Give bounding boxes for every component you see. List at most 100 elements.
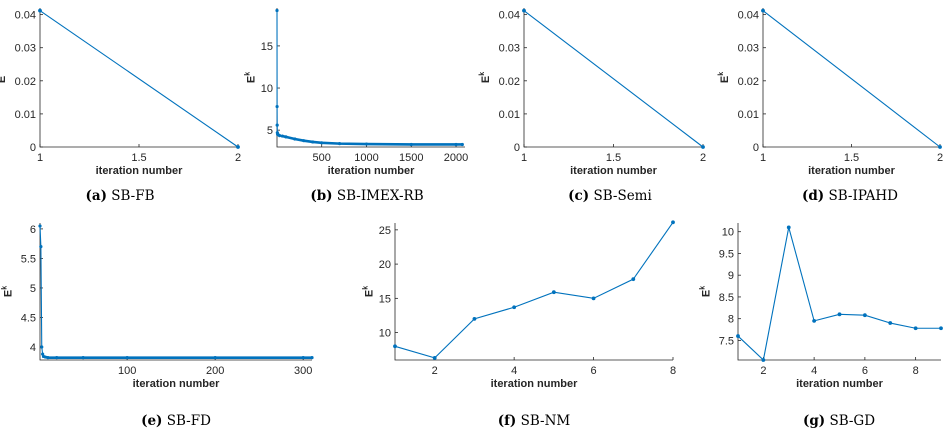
y-tick-label: 4.5 — [21, 312, 36, 324]
y-tick-label: 5.5 — [21, 253, 36, 265]
y-tick-label: 0 — [514, 142, 520, 154]
panel-caption-name: SB-IMEX-RB — [337, 188, 424, 204]
y-tick-label: 7.5 — [719, 335, 734, 347]
y-tick-label: 0.04 — [499, 10, 520, 22]
data-point — [812, 318, 817, 323]
data-point — [631, 277, 636, 282]
y-axis-label-superscript: k — [699, 286, 706, 290]
series-line — [737, 227, 941, 362]
series-line — [762, 10, 941, 148]
y-tick-label: 0 — [753, 142, 759, 154]
x-tick-label: 2 — [235, 152, 241, 164]
axis-lines — [276, 8, 465, 148]
x-tick-label: 4 — [811, 365, 817, 377]
y-tick-label: 0.03 — [15, 43, 36, 55]
y-tick-label: 0.01 — [738, 109, 759, 121]
y-axis-label-base: E — [0, 76, 8, 83]
x-tick-label: 2 — [432, 365, 438, 377]
data-point — [38, 8, 42, 13]
panel-caption-label: (e) — [141, 413, 162, 429]
series-line — [39, 10, 239, 148]
y-tick-label: 0.02 — [15, 76, 36, 88]
y-axis-label: Ek — [0, 72, 8, 83]
y-tick-label: 10 — [261, 83, 273, 95]
y-axis-label-superscript: k — [363, 286, 370, 290]
x-axis-label: iteration number — [570, 165, 658, 177]
panel-caption-label: (f) — [498, 413, 517, 429]
y-tick-label: 10 — [722, 227, 734, 239]
y-tick-label: 5 — [267, 125, 273, 137]
data-point — [551, 290, 556, 295]
x-tick-label: 8 — [670, 365, 676, 377]
axis-lines — [39, 223, 312, 361]
chart-panel: 1 1.5 2 0 0.01 0.02 0.03 0.04 iteration number Ek… — [479, 8, 706, 204]
y-tick-label: 0.02 — [499, 76, 520, 88]
y-tick-label: 15 — [261, 41, 273, 53]
data-point — [837, 312, 842, 317]
y-axis-label: Ek — [363, 286, 376, 297]
data-point — [522, 8, 526, 13]
panel-caption-name: SB-FB — [111, 188, 154, 204]
panel-caption: (f) SB-NM — [498, 413, 571, 429]
x-tick-label: 2000 — [444, 152, 468, 164]
x-tick-label: 8 — [913, 365, 919, 377]
x-tick-label: 6 — [862, 365, 868, 377]
x-axis-label: iteration number — [796, 378, 884, 390]
y-axis-label: Ek — [245, 72, 258, 83]
x-tick-label: 200 — [206, 365, 224, 377]
chart-panel: 100 200 300 4 4.5 5 5.5 6 iteration number Ek (e) … — [1, 223, 314, 429]
data-point — [512, 305, 517, 310]
y-axis-label-superscript: k — [245, 72, 252, 76]
x-axis-label: iteration number — [808, 165, 896, 177]
x-tick-label: 100 — [118, 365, 136, 377]
y-axis-label-superscript: k — [1, 286, 8, 290]
data-point — [38, 224, 42, 228]
panel-caption: (d) SB-IPAHD — [802, 188, 898, 204]
y-axis-label-base: E — [2, 290, 14, 297]
panel-caption-name: SB-GD — [829, 413, 875, 429]
y-tick-label: 8.5 — [719, 292, 734, 304]
x-tick-label: 1 — [760, 152, 766, 164]
data-point — [786, 225, 791, 230]
x-tick-label: 500 — [313, 152, 331, 164]
chart-panel: 1 1.5 2 0 0.01 0.02 0.03 0.04 iteration number Ek… — [0, 8, 241, 204]
data-point — [761, 358, 766, 362]
data-point — [236, 145, 240, 149]
data-point — [736, 334, 740, 338]
y-axis-label-superscript: k — [0, 72, 2, 76]
x-tick-label: 1.5 — [131, 152, 146, 164]
panel-caption-label: (c) — [568, 188, 589, 204]
series-line — [39, 225, 312, 359]
y-axis-label-base: E — [719, 76, 731, 83]
y-axis-label-base: E — [246, 76, 258, 83]
y-tick-label: 5 — [30, 283, 36, 295]
panel-caption-name: SB-NM — [521, 413, 571, 429]
y-tick-label: 0.01 — [15, 109, 36, 121]
x-tick-label: 2 — [937, 152, 943, 164]
panel-caption-label: (b) — [310, 188, 332, 204]
y-tick-label: 8 — [728, 314, 734, 326]
y-tick-label: 6 — [30, 224, 36, 236]
x-tick-label: 1.5 — [844, 152, 859, 164]
chart-panel: 500 1000 1500 2000 5 10 15 iteration number Ek (b… — [245, 8, 468, 204]
y-axis-label-base: E — [364, 290, 376, 297]
y-axis-label: Ek — [479, 72, 492, 83]
x-axis-label: iteration number — [133, 378, 221, 390]
x-tick-label: 6 — [591, 365, 597, 377]
y-tick-label: 0.03 — [499, 43, 520, 55]
data-point — [862, 313, 867, 318]
panel-caption: (e) SB-FD — [141, 413, 211, 429]
data-point — [275, 104, 279, 109]
panel-caption: (g) SB-GD — [803, 413, 875, 429]
y-tick-label: 15 — [379, 293, 391, 305]
data-point — [671, 220, 675, 225]
panel-caption: (c) SB-Semi — [568, 188, 652, 204]
y-tick-label: 0.02 — [738, 76, 759, 88]
data-point — [938, 145, 942, 149]
data-point — [275, 8, 279, 13]
x-tick-label: 4 — [511, 365, 517, 377]
panel-caption-label: (a) — [85, 188, 107, 204]
y-tick-label: 20 — [379, 259, 391, 271]
data-point — [39, 245, 43, 249]
panel-caption: (b) SB-IMEX-RB — [310, 188, 423, 204]
